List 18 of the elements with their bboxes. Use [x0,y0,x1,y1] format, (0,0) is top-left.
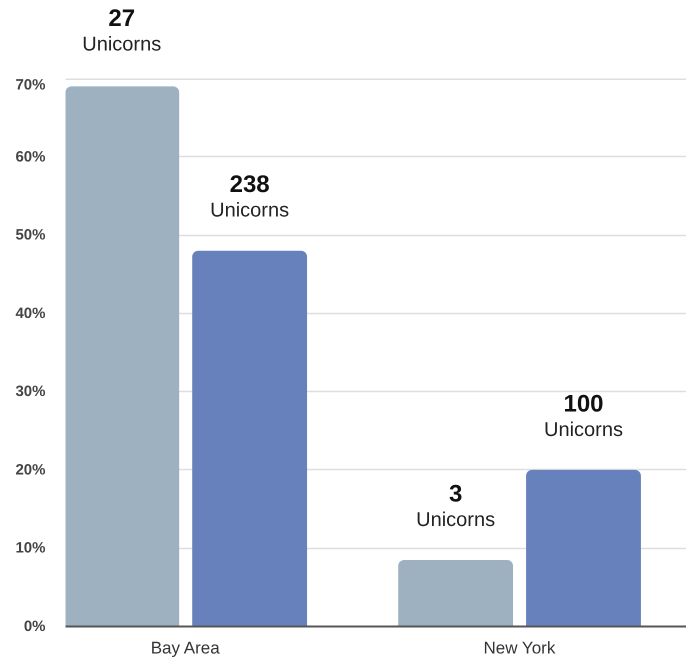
y-tick-label: 0% [24,618,46,635]
x-tick-label: New York [484,638,556,658]
y-tick-label: 10% [15,540,46,557]
x-tick-label: Bay Area [150,638,220,658]
y-tick-label: 40% [15,304,46,322]
y-tick-label: 50% [15,226,46,244]
annotation: 100 Unicorns [544,390,623,441]
bar [192,250,308,626]
annotation: 238 Unicorns [210,171,290,222]
y-tick-label: 20% [15,461,46,478]
y-tick-label: 70% [15,76,46,94]
bar [398,560,514,626]
annotation: 3 Unicorns [416,480,496,531]
y-tick-label: 60% [15,148,46,166]
bar [526,470,641,626]
bar [66,86,180,626]
text: 27 Unicorns [82,4,162,56]
y-tick-label: 30% [15,383,46,400]
